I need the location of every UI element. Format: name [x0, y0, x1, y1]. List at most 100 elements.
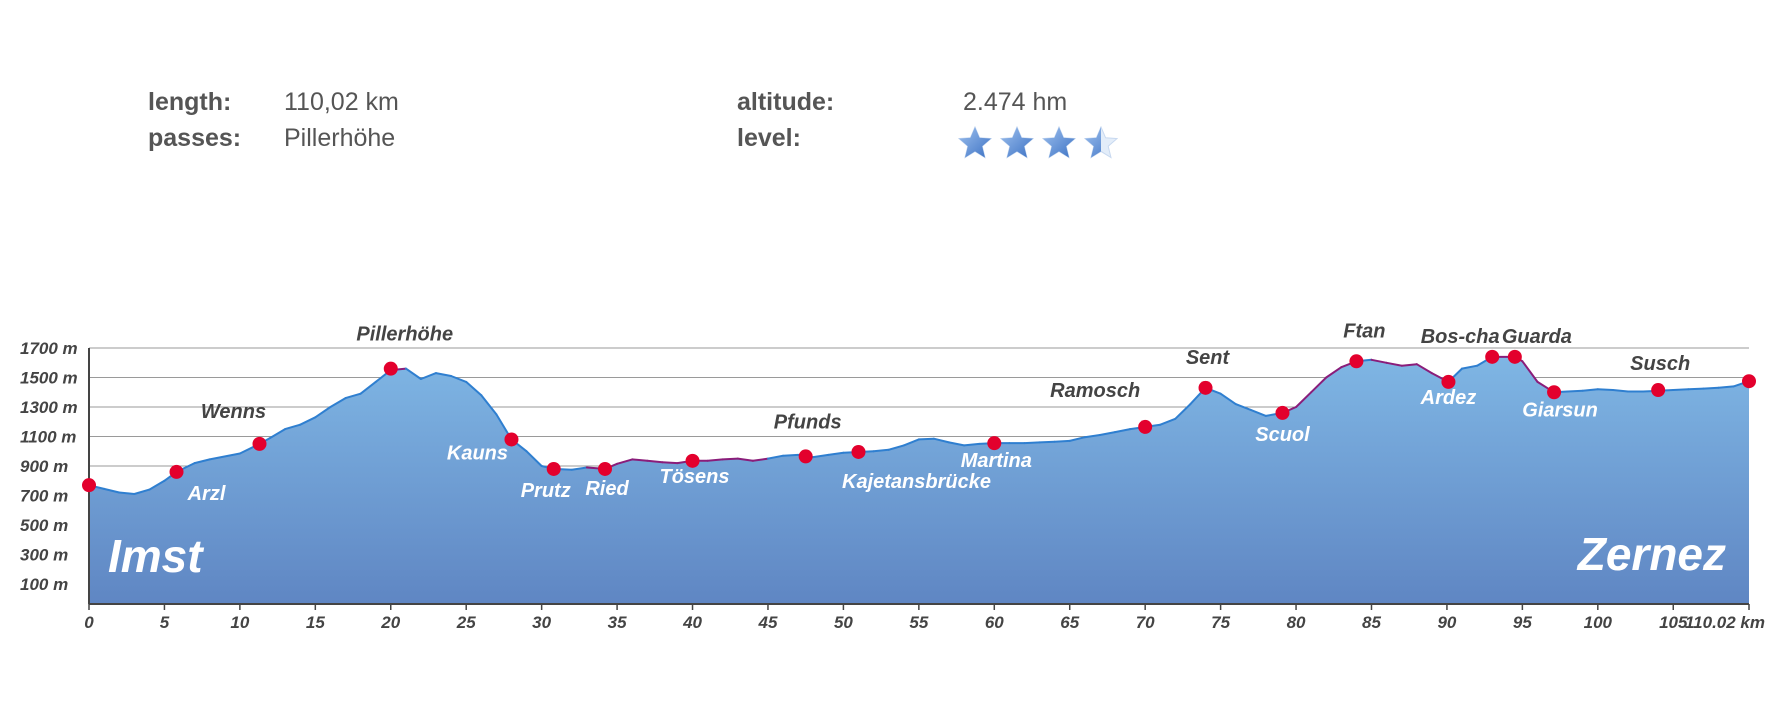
place-marker	[546, 461, 561, 476]
place-marker	[1441, 374, 1456, 389]
profile-segment	[1687, 387, 1705, 391]
place-marker	[798, 449, 813, 464]
profile-segment	[661, 461, 679, 465]
profile-area-fill	[89, 356, 1749, 604]
y-tick-label: 300 m	[20, 546, 68, 565]
profile-segment	[1219, 392, 1237, 406]
profile-segment	[133, 488, 151, 495]
place-labels: Arzl Wenns Pillerhöhe Kauns Prutz Ried Tösens P…	[187, 320, 1691, 505]
profile-segment	[1702, 386, 1720, 390]
profile-segment	[1400, 363, 1418, 367]
passes-value: Pillerhöhe	[284, 124, 396, 152]
profile-segment	[1098, 431, 1116, 436]
profile-segment	[782, 453, 800, 457]
profile-segment	[1581, 388, 1599, 392]
place-label-sent: Sent	[1186, 347, 1231, 369]
place-label-pillerh-he: Pillerhöhe	[356, 324, 453, 346]
start-label: Imst	[108, 530, 204, 582]
place-marker	[1275, 405, 1290, 420]
profile-segment	[465, 380, 483, 397]
profile-segment	[721, 457, 739, 461]
profile-segment	[1159, 417, 1177, 426]
x-tick-label: 65	[1060, 613, 1079, 632]
place-label-wenns: Wenns	[201, 401, 266, 423]
place-marker	[685, 453, 700, 468]
profile-segment	[299, 416, 317, 426]
y-tick-label: 1100 m	[20, 428, 76, 447]
length-label: length:	[148, 88, 232, 116]
place-marker	[1742, 374, 1756, 389]
profile-segment	[736, 457, 754, 462]
altitude-value: 2.474 hm	[963, 88, 1068, 116]
place-label-prutz: Prutz	[521, 480, 571, 502]
x-tick-label: 95	[1513, 613, 1532, 632]
profile-segment	[570, 466, 588, 471]
place-label-martina: Martina	[961, 450, 1032, 472]
profile-segment	[480, 394, 498, 416]
place-marker	[1349, 354, 1364, 369]
place-markers	[82, 349, 1756, 493]
x-tick-label: 70	[1136, 613, 1155, 632]
place-marker	[1138, 419, 1153, 434]
x-tick-label: 50	[834, 613, 853, 632]
profile-segment	[1415, 363, 1433, 375]
place-label-ftan: Ftan	[1343, 320, 1385, 342]
profile-segment	[1053, 439, 1071, 443]
star-icon	[1042, 126, 1076, 159]
x-tick-label: 0	[84, 613, 94, 632]
star-icon	[1084, 126, 1118, 159]
profile-segment	[314, 406, 332, 419]
profile-segment	[1325, 366, 1343, 379]
place-marker	[504, 432, 519, 447]
place-label-t-sens: Tösens	[660, 466, 730, 488]
profile-segment	[118, 491, 136, 495]
place-label-kauns: Kauns	[447, 442, 508, 464]
star-icon	[1000, 126, 1034, 159]
profile-segment	[1461, 364, 1479, 370]
profile-segment	[404, 367, 422, 380]
profile-segment	[963, 442, 981, 447]
profile-segment	[419, 372, 437, 380]
y-tick-label: 900 m	[20, 457, 68, 476]
x-tick-label: 60	[985, 613, 1004, 632]
profile-segment	[932, 437, 950, 444]
place-label-ardez: Ardez	[1420, 387, 1477, 409]
profile-segment	[751, 457, 769, 462]
place-marker	[383, 361, 398, 376]
y-tick-label: 1500 m	[20, 369, 78, 388]
profile-segment	[329, 397, 347, 408]
place-marker	[851, 444, 866, 459]
profile-segment	[767, 454, 785, 460]
profile-segment	[435, 372, 453, 377]
profile-segment	[872, 448, 890, 453]
profile-segment	[1310, 376, 1328, 394]
profile-segment	[525, 450, 543, 467]
profile-segment	[616, 458, 634, 465]
place-marker	[169, 464, 184, 479]
profile-line	[88, 355, 1750, 495]
x-tick-label: 45	[758, 613, 778, 632]
place-label-guarda: Guarda	[1502, 326, 1572, 348]
profile-segment	[1068, 436, 1086, 442]
x-tick-label: 25	[456, 613, 476, 632]
x-tick-label: 110.02 km	[1685, 613, 1765, 632]
level-label: level:	[737, 124, 801, 152]
profile-segment	[1083, 434, 1101, 439]
place-label-susch: Susch	[1630, 353, 1690, 375]
profile-segment	[1249, 408, 1267, 417]
profile-segment	[1566, 389, 1584, 393]
profile-segment	[450, 375, 468, 383]
x-tick-label: 20	[380, 613, 400, 632]
profile-segment	[1717, 385, 1735, 389]
x-tick-label: 75	[1211, 613, 1230, 632]
profile-segment	[631, 458, 649, 462]
place-marker	[1507, 349, 1522, 364]
profile-segment	[269, 428, 287, 439]
x-tick-label: 100	[1584, 613, 1613, 632]
y-tick-label: 500 m	[20, 516, 68, 535]
profile-segment	[812, 453, 830, 459]
place-marker	[1547, 385, 1562, 400]
place-marker	[987, 436, 1002, 451]
